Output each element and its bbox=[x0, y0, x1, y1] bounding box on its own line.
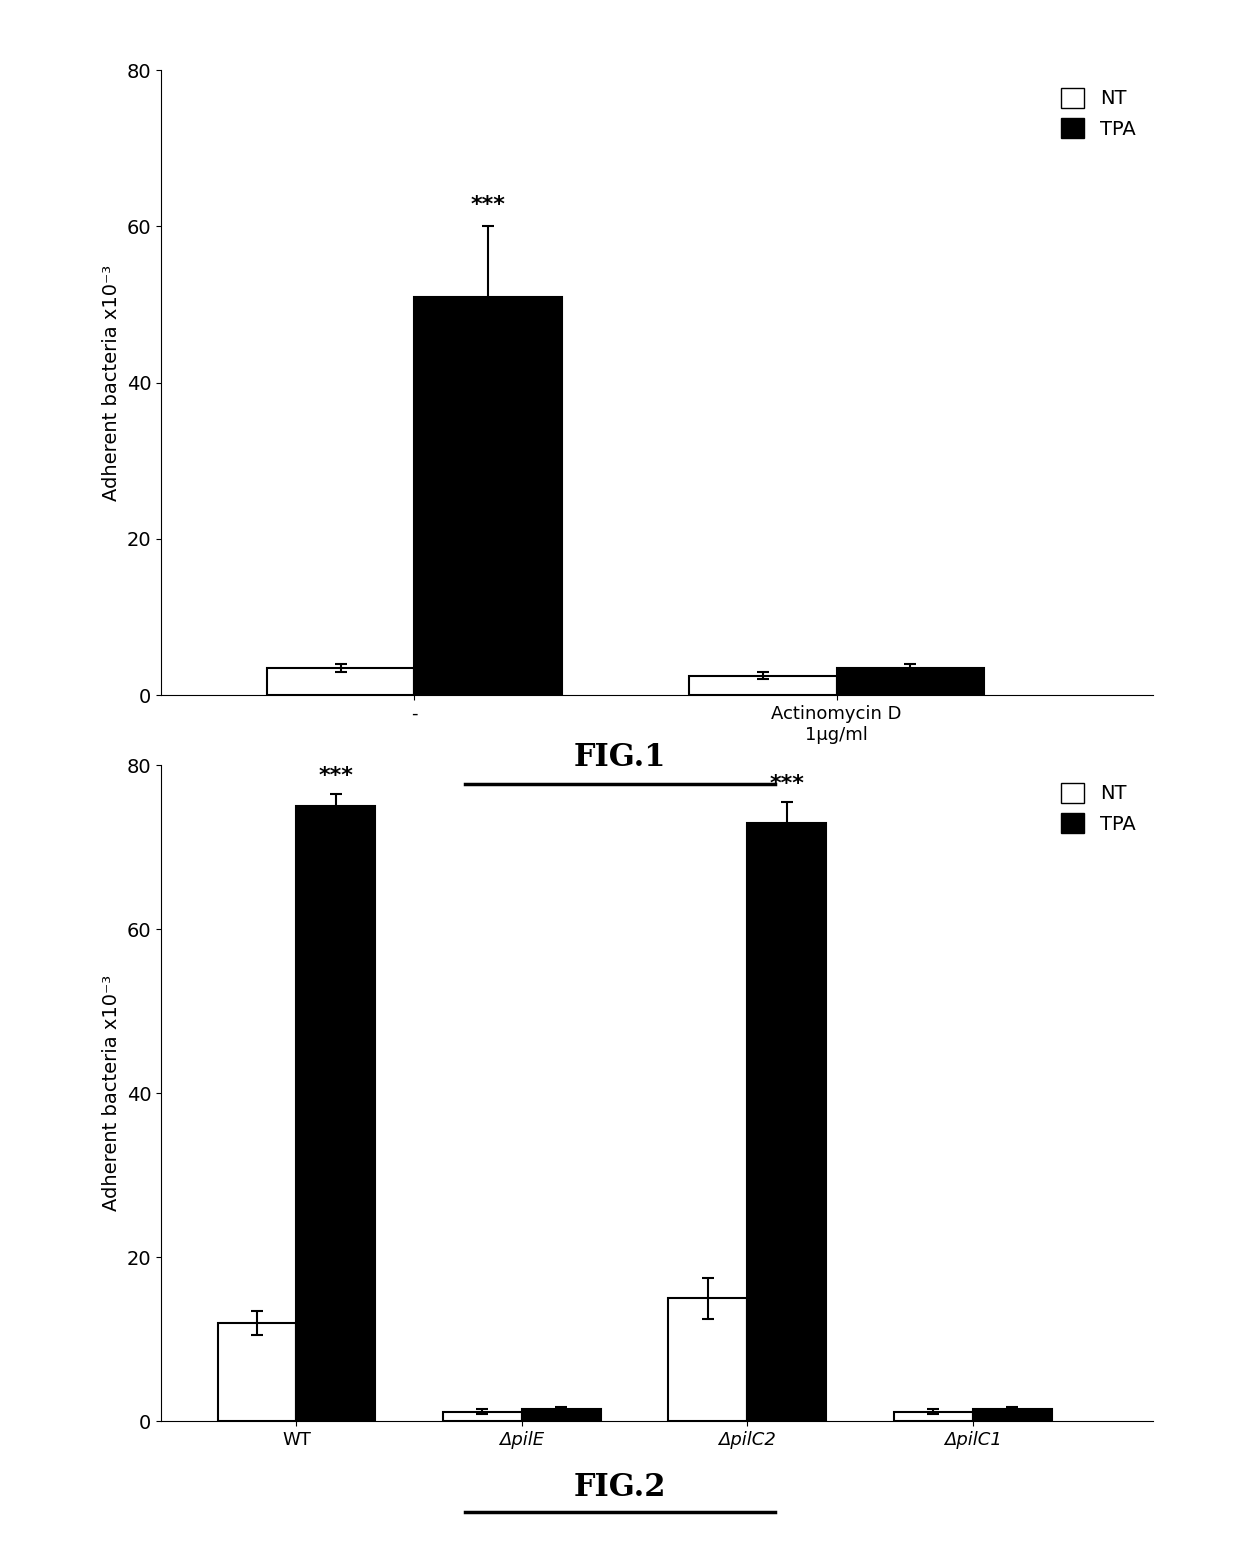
Bar bbox=[748, 823, 826, 1421]
Bar bbox=[414, 297, 562, 695]
Y-axis label: Adherent bacteria x10⁻³: Adherent bacteria x10⁻³ bbox=[102, 975, 122, 1212]
Bar bbox=[837, 669, 985, 695]
Bar bbox=[973, 1409, 1052, 1421]
Bar bbox=[668, 1298, 748, 1421]
Bar bbox=[689, 675, 837, 695]
Y-axis label: Adherent bacteria x10⁻³: Adherent bacteria x10⁻³ bbox=[102, 264, 122, 501]
Bar bbox=[267, 669, 414, 695]
Bar bbox=[217, 1323, 296, 1421]
Bar bbox=[296, 806, 376, 1421]
Text: ***: *** bbox=[471, 195, 506, 214]
Bar bbox=[443, 1412, 522, 1421]
Text: FIG.2: FIG.2 bbox=[574, 1471, 666, 1503]
Legend: NT, TPA: NT, TPA bbox=[1053, 775, 1143, 842]
Text: ***: *** bbox=[319, 765, 353, 786]
Bar bbox=[894, 1412, 973, 1421]
Bar bbox=[522, 1409, 601, 1421]
Legend: NT, TPA: NT, TPA bbox=[1053, 80, 1143, 147]
Text: FIG.1: FIG.1 bbox=[574, 742, 666, 773]
Text: ***: *** bbox=[769, 775, 805, 793]
